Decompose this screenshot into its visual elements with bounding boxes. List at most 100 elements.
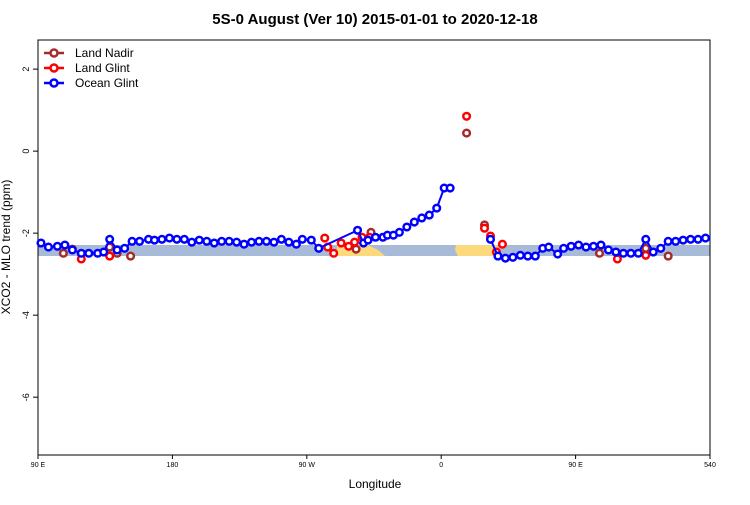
legend-marker: [49, 63, 59, 73]
data-point: [394, 227, 404, 237]
data-point: [120, 243, 130, 253]
land-band: [455, 245, 500, 256]
data-point: [329, 248, 339, 258]
legend-label: Ocean Glint: [75, 76, 139, 90]
data-point: [530, 251, 540, 261]
y-tick-label: 2: [21, 67, 31, 72]
data-point: [508, 252, 518, 262]
data-point: [157, 234, 167, 244]
data-point: [60, 240, 70, 250]
data-point: [523, 251, 533, 261]
data-point: [678, 235, 688, 245]
data-point: [58, 248, 68, 258]
data-point: [76, 248, 86, 258]
data-point: [99, 247, 109, 257]
data-point: [671, 236, 681, 246]
data-point: [127, 236, 137, 246]
data-point: [320, 233, 330, 243]
x-tick-label: 540: [704, 462, 716, 469]
x-tick-label: 90 E: [31, 462, 46, 469]
x-axis-label: Longitude: [349, 477, 402, 491]
x-tick-label: 180: [167, 462, 179, 469]
data-point: [603, 245, 614, 255]
legend-marker: [49, 78, 59, 88]
data-point: [493, 251, 503, 261]
data-point: [641, 250, 651, 260]
y-tick-label: -4: [21, 311, 31, 319]
data-point: [462, 111, 472, 121]
data-point: [134, 236, 145, 246]
data-point: [179, 234, 189, 244]
data-point: [194, 235, 204, 245]
data-point: [641, 234, 651, 244]
data-point: [611, 247, 621, 257]
data-point: [656, 243, 666, 253]
data-point: [84, 248, 94, 258]
data-point: [217, 236, 227, 246]
data-point: [648, 247, 658, 257]
data-point: [618, 248, 628, 258]
data-point: [353, 225, 363, 235]
data-point: [164, 233, 174, 243]
data-point: [43, 242, 54, 252]
data-point: [693, 234, 703, 244]
data-point: [297, 234, 307, 244]
data-point: [202, 236, 212, 246]
data-point: [479, 223, 490, 233]
data-point: [370, 232, 381, 242]
data-point: [485, 234, 496, 244]
legend-label: Land Glint: [75, 61, 130, 75]
data-point: [52, 241, 62, 251]
data-point: [232, 237, 242, 247]
data-point: [500, 253, 510, 263]
data-point: [254, 236, 264, 246]
data-point: [284, 237, 294, 247]
data-point: [663, 236, 673, 246]
data-point: [36, 238, 46, 248]
x-tick-label: 90 E: [568, 462, 583, 469]
data-point: [574, 240, 584, 250]
data-point: [417, 213, 427, 223]
data-point: [581, 242, 591, 252]
data-point: [261, 236, 272, 246]
data-point: [612, 254, 622, 264]
data-point: [344, 241, 354, 251]
data-point: [515, 250, 525, 260]
data-point: [112, 245, 122, 255]
plot-frame: [37, 39, 711, 456]
data-point: [445, 183, 455, 193]
data-point: [224, 236, 234, 246]
data-point: [633, 248, 643, 258]
data-point: [363, 235, 373, 245]
data-point: [105, 234, 115, 244]
data-point: [663, 251, 673, 261]
data-point: [336, 238, 346, 248]
data-point: [350, 237, 360, 247]
data-point: [588, 241, 599, 251]
legend-marker: [49, 48, 59, 58]
data-point: [306, 235, 316, 245]
y-tick-label: -6: [21, 393, 31, 401]
data-point: [67, 245, 77, 255]
data-point: [462, 128, 472, 138]
data-point: [246, 237, 257, 247]
data-point: [276, 234, 286, 244]
data-point: [239, 239, 249, 249]
x-tick-label: 0: [439, 462, 443, 469]
y-axis-label: XCO2 - MLO trend (ppm): [0, 180, 13, 315]
data-point: [594, 248, 605, 258]
data-point: [409, 217, 419, 227]
data-point: [351, 244, 361, 254]
data-point: [172, 234, 182, 244]
data-point: [553, 249, 563, 259]
y-tick-label: -2: [21, 229, 31, 237]
x-tick-label: 90 W: [299, 462, 316, 469]
data-point: [187, 237, 197, 247]
data-point: [686, 234, 696, 244]
legend-label: Land Nadir: [75, 46, 134, 60]
data-point: [544, 242, 554, 252]
data-point: [269, 237, 279, 247]
data-point: [641, 243, 651, 253]
data-point: [424, 210, 434, 220]
data-point: [596, 240, 606, 250]
